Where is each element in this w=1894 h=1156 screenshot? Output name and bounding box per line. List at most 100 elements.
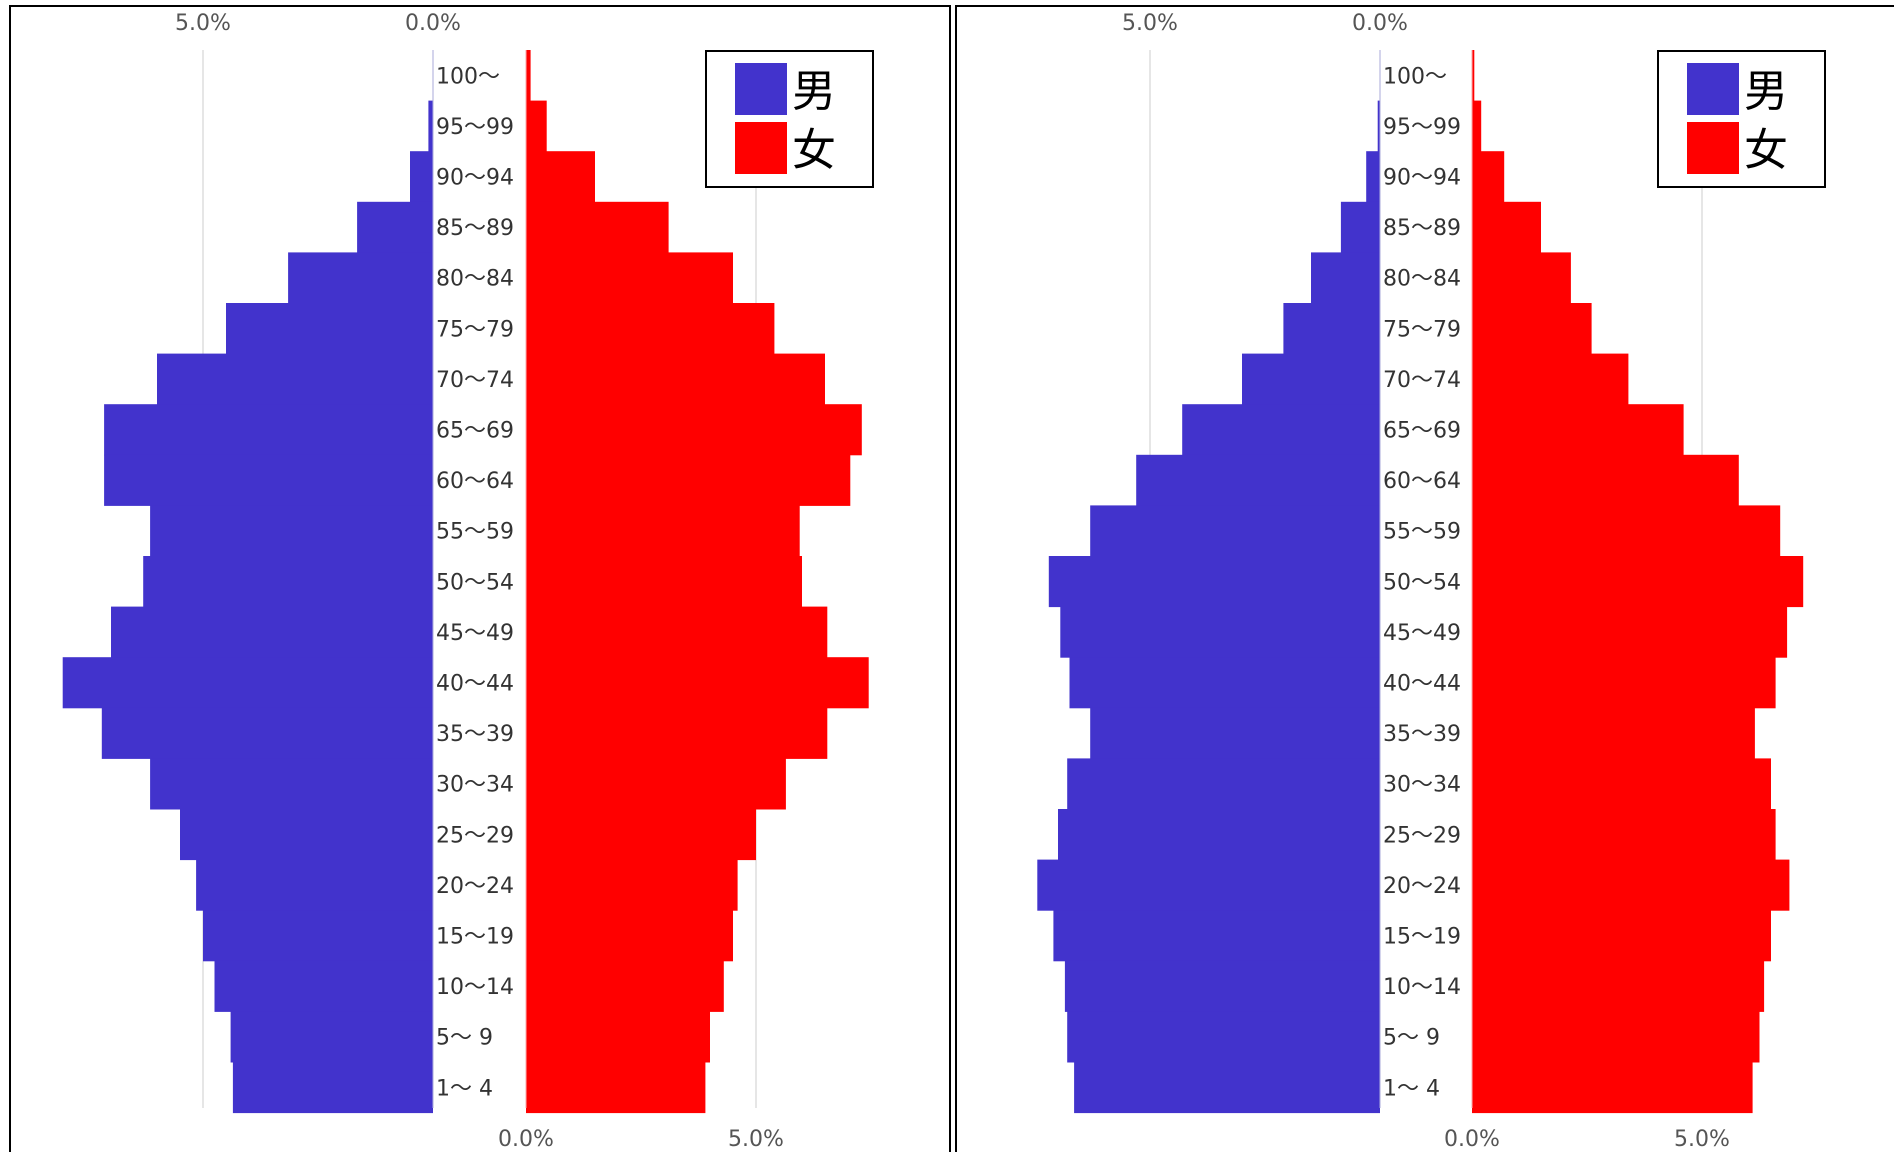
age-label: 20〜24 bbox=[436, 874, 514, 899]
bar-male bbox=[1283, 303, 1380, 354]
bar-female bbox=[1472, 809, 1776, 860]
age-label: 30〜34 bbox=[436, 773, 514, 798]
age-label: 85〜89 bbox=[1383, 216, 1461, 241]
tick-label-bottom: 5.0% bbox=[728, 1127, 784, 1152]
age-label: 50〜54 bbox=[1383, 570, 1461, 595]
age-label: 65〜69 bbox=[436, 419, 514, 444]
bar-male bbox=[357, 202, 433, 253]
bar-female bbox=[526, 303, 774, 354]
age-label: 65〜69 bbox=[1383, 419, 1461, 444]
age-label: 5〜 9 bbox=[436, 1026, 493, 1051]
age-label: 1〜 4 bbox=[436, 1076, 493, 1101]
bar-female bbox=[526, 758, 786, 809]
tick-label-bottom: 0.0% bbox=[498, 1127, 554, 1152]
legend-label-male: 男 bbox=[1744, 66, 1788, 117]
bar-female bbox=[1472, 910, 1771, 961]
pyramid-panel-2: 0.0%0.0%5.0%5.0%100〜95〜9990〜9485〜8980〜84… bbox=[956, 6, 1894, 1152]
bar-male bbox=[1067, 758, 1380, 809]
bar-male bbox=[157, 354, 433, 405]
age-label: 75〜79 bbox=[436, 317, 514, 342]
bar-male bbox=[1341, 202, 1380, 253]
bar-female bbox=[526, 505, 800, 556]
age-label: 25〜29 bbox=[1383, 823, 1461, 848]
age-label: 70〜74 bbox=[1383, 368, 1461, 393]
bar-male bbox=[150, 758, 433, 809]
bar-female bbox=[1472, 708, 1755, 759]
pyramid-panel-1: 0.0%0.0%5.0%5.0%100〜95〜9990〜9485〜8980〜84… bbox=[10, 6, 950, 1152]
bar-female bbox=[526, 910, 733, 961]
bar-female bbox=[1472, 202, 1541, 253]
age-label: 70〜74 bbox=[436, 368, 514, 393]
age-label: 20〜24 bbox=[1383, 874, 1461, 899]
tick-label-bottom: 5.0% bbox=[1674, 1127, 1730, 1152]
bar-male bbox=[1070, 657, 1381, 708]
bar-female bbox=[526, 151, 595, 202]
bar-female bbox=[526, 607, 827, 658]
age-label: 1〜 4 bbox=[1383, 1076, 1440, 1101]
bar-male bbox=[428, 101, 433, 152]
age-label: 50〜54 bbox=[436, 570, 514, 595]
age-label: 90〜94 bbox=[1383, 166, 1461, 191]
bar-male bbox=[1049, 556, 1380, 607]
bar-female bbox=[526, 252, 733, 303]
bar-male bbox=[1065, 961, 1380, 1012]
bar-male bbox=[143, 556, 433, 607]
age-label: 40〜44 bbox=[436, 672, 514, 697]
age-label: 25〜29 bbox=[436, 823, 514, 848]
bar-male bbox=[203, 910, 433, 961]
bar-male bbox=[233, 1062, 433, 1113]
bar-male bbox=[1037, 860, 1380, 911]
age-label: 10〜14 bbox=[1383, 975, 1461, 1000]
age-label: 10〜14 bbox=[436, 975, 514, 1000]
bar-male bbox=[180, 809, 433, 860]
bar-male bbox=[1182, 404, 1380, 455]
bar-female bbox=[1472, 961, 1764, 1012]
bar-female bbox=[526, 961, 724, 1012]
age-label: 40〜44 bbox=[1383, 672, 1461, 697]
age-label: 5〜 9 bbox=[1383, 1026, 1440, 1051]
bar-male bbox=[102, 708, 433, 759]
age-label: 60〜64 bbox=[436, 469, 514, 494]
bar-female bbox=[1472, 404, 1684, 455]
bar-female bbox=[1472, 151, 1504, 202]
tick-label-top: 5.0% bbox=[1122, 11, 1178, 36]
bar-female bbox=[1472, 657, 1776, 708]
tick-label-bottom: 0.0% bbox=[1444, 1127, 1500, 1152]
bar-male bbox=[288, 252, 433, 303]
bar-male bbox=[63, 657, 433, 708]
bar-male bbox=[1090, 708, 1380, 759]
bar-female bbox=[526, 556, 802, 607]
bar-female bbox=[526, 860, 738, 911]
bar-female bbox=[526, 1011, 710, 1062]
bar-female bbox=[1472, 354, 1628, 405]
legend: 男女 bbox=[706, 51, 873, 187]
age-label: 45〜49 bbox=[1383, 621, 1461, 646]
legend-swatch-male bbox=[1687, 63, 1739, 115]
legend-label-female: 女 bbox=[1744, 125, 1788, 176]
age-label: 95〜99 bbox=[436, 115, 514, 140]
bar-female bbox=[526, 202, 669, 253]
bar-male bbox=[226, 303, 433, 354]
bar-female bbox=[1472, 1062, 1753, 1113]
age-label: 55〜59 bbox=[1383, 520, 1461, 545]
bar-female bbox=[526, 404, 862, 455]
age-label: 80〜84 bbox=[436, 267, 514, 292]
legend: 男女 bbox=[1658, 51, 1825, 187]
legend-swatch-female bbox=[735, 122, 787, 174]
legend-label-male: 男 bbox=[792, 66, 836, 117]
bar-female bbox=[526, 1062, 705, 1113]
age-label: 95〜99 bbox=[1383, 115, 1461, 140]
legend-swatch-male bbox=[735, 63, 787, 115]
bar-male bbox=[1058, 809, 1380, 860]
bar-female bbox=[1472, 455, 1739, 506]
bar-male bbox=[1090, 505, 1380, 556]
bar-male bbox=[1074, 1062, 1380, 1113]
bar-male bbox=[111, 607, 433, 658]
age-label: 35〜39 bbox=[1383, 722, 1461, 747]
bar-male bbox=[1242, 354, 1380, 405]
bar-male bbox=[1053, 910, 1380, 961]
bar-female bbox=[526, 354, 825, 405]
bar-male bbox=[196, 860, 433, 911]
